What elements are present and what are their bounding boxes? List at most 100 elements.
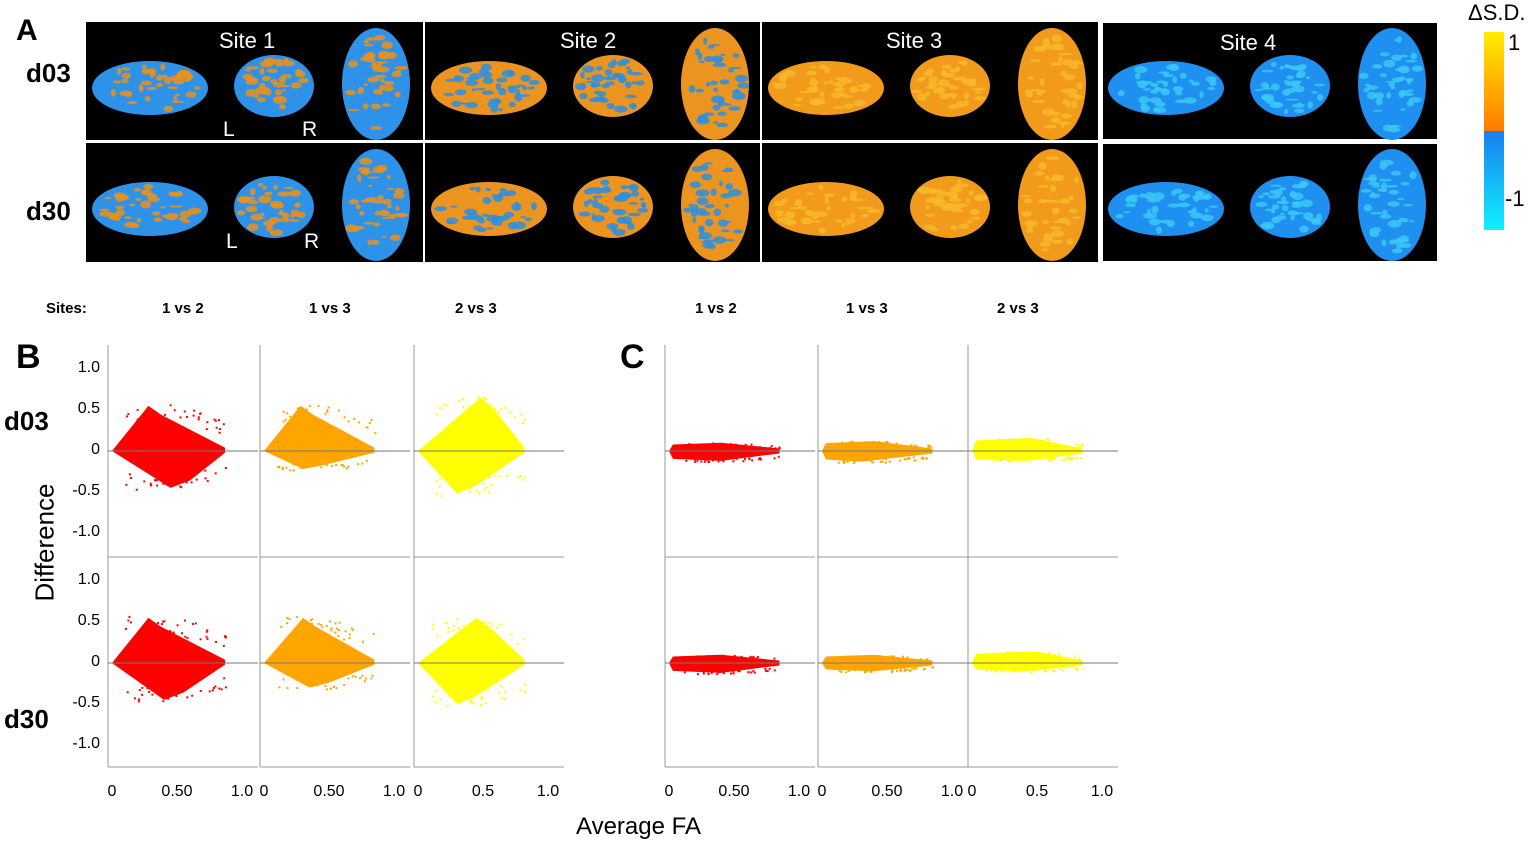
texture-patch <box>834 218 843 223</box>
texture-patch <box>477 218 486 224</box>
texture-patch <box>144 96 151 102</box>
texture-patch <box>620 185 629 190</box>
data-point <box>710 671 713 674</box>
texture-patch <box>1150 89 1159 94</box>
data-point <box>1045 438 1048 441</box>
texture-patch <box>1410 52 1418 60</box>
texture-patch <box>701 173 713 181</box>
data-point <box>906 656 909 659</box>
data-point <box>222 644 225 647</box>
texture-patch <box>1060 112 1072 119</box>
texture-patch <box>809 100 823 105</box>
texture-patch <box>1383 59 1396 68</box>
texture-patch <box>1313 83 1326 87</box>
data-point <box>926 658 929 661</box>
texture-patch <box>171 100 185 104</box>
texture-patch <box>188 207 202 215</box>
data-point <box>471 696 474 699</box>
texture-patch <box>806 212 812 217</box>
data-point <box>155 479 158 482</box>
texture-patch <box>522 85 527 91</box>
texture-patch <box>256 97 266 103</box>
data-point <box>469 701 472 704</box>
data-point <box>305 408 308 411</box>
texture-patch <box>819 91 825 98</box>
texture-patch <box>582 65 595 73</box>
scatter-B-d03-1vs3 <box>260 404 410 472</box>
texture-patch <box>974 95 986 101</box>
data-point <box>881 460 884 463</box>
texture-patch <box>952 95 957 99</box>
data-point <box>773 457 776 460</box>
data-point <box>869 670 872 673</box>
texture-patch <box>257 182 264 187</box>
texture-patch <box>956 179 962 185</box>
data-point <box>774 447 777 450</box>
texture-patch <box>1398 89 1409 97</box>
data-point <box>138 698 141 701</box>
data-point <box>885 668 888 671</box>
texture-patch <box>934 189 944 192</box>
data-point <box>129 621 132 624</box>
data-point <box>498 475 501 478</box>
data-point <box>482 406 485 409</box>
texture-patch <box>386 88 393 92</box>
data-point <box>1028 668 1031 671</box>
axial-slice <box>1018 149 1086 261</box>
data-point <box>480 696 483 699</box>
data-point <box>215 426 218 429</box>
texture-patch <box>1142 212 1157 219</box>
point-cloud <box>112 617 226 700</box>
texture-patch <box>528 79 541 86</box>
data-point <box>841 442 844 445</box>
texture-patch <box>793 103 802 107</box>
data-point <box>439 477 442 480</box>
data-point <box>205 635 208 638</box>
data-point <box>299 626 302 629</box>
data-point <box>841 668 844 671</box>
texture-patch <box>520 74 531 82</box>
x-tick-label: 0 <box>967 783 977 800</box>
data-point <box>338 621 341 624</box>
texture-patch <box>370 126 383 131</box>
texture-patch <box>1051 241 1062 244</box>
data-point <box>150 484 153 487</box>
sagittal-slice <box>1108 61 1224 115</box>
data-point <box>286 412 289 415</box>
data-point <box>721 657 724 660</box>
texture-patch <box>591 74 605 82</box>
texture-patch <box>1178 193 1187 201</box>
scatter-C-d30-1vs3 <box>818 654 968 674</box>
data-point <box>330 629 333 632</box>
data-point <box>843 458 846 461</box>
texture-patch <box>1134 66 1148 74</box>
texture-patch <box>717 219 729 227</box>
data-point <box>464 487 467 490</box>
texture-patch <box>355 204 361 210</box>
texture-patch <box>1290 215 1296 221</box>
data-point <box>696 673 699 676</box>
texture-patch <box>383 80 395 86</box>
data-point <box>912 667 915 670</box>
texture-patch <box>1299 180 1308 189</box>
data-point <box>749 655 752 658</box>
data-point <box>330 627 333 630</box>
texture-patch <box>1051 220 1065 224</box>
data-point <box>910 444 913 447</box>
data-point <box>896 658 899 661</box>
texture-patch <box>616 60 627 67</box>
texture-patch <box>704 203 715 209</box>
data-point <box>707 672 710 675</box>
data-point <box>309 405 312 408</box>
data-point <box>713 669 716 672</box>
data-point <box>733 654 736 657</box>
data-point <box>729 672 732 675</box>
data-point <box>300 407 303 410</box>
data-point <box>729 656 732 659</box>
data-point <box>347 420 350 423</box>
data-point <box>136 408 139 411</box>
texture-patch <box>141 64 147 69</box>
data-point <box>311 622 314 625</box>
texture-patch <box>257 91 268 95</box>
texture-patch <box>446 220 455 225</box>
